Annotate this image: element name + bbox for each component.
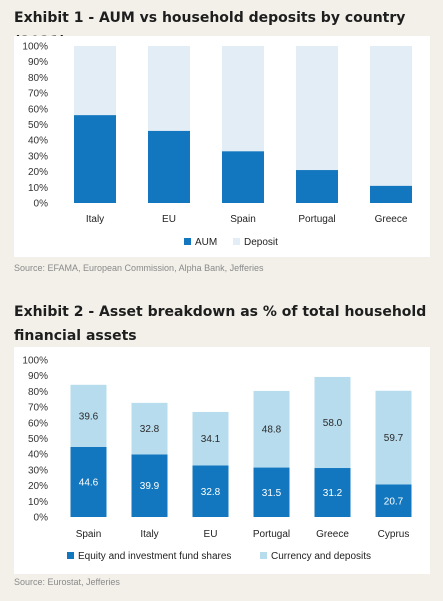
exhibit-2-y-tick-label: 10% xyxy=(28,497,48,508)
exhibit-1-category-label: Spain xyxy=(230,214,256,225)
exhibit-1-y-tick-label: 60% xyxy=(28,104,48,115)
exhibit-1-y-tick-label: 80% xyxy=(28,73,48,84)
exhibit-2-bar-upper xyxy=(375,390,412,485)
exhibit-1-category-label: EU xyxy=(162,214,176,225)
exhibit-2-y-tick-label: 40% xyxy=(28,450,48,461)
exhibit-2-y-tick-label: 80% xyxy=(28,387,48,398)
exhibit-2-y-tick-label: 0% xyxy=(34,513,49,524)
exhibit-1-bar-upper xyxy=(222,46,264,152)
exhibit-2-chart: 0% 10% 20% 30% 40% 50% 60% 70% 80% 90% 100% 44.6 39.… xyxy=(22,356,412,562)
exhibit-1-legend-label: Deposit xyxy=(244,237,278,248)
exhibit-1-y-tick-label: 30% xyxy=(28,151,48,162)
exhibit-1-bar-upper xyxy=(74,46,116,116)
exhibit-2-y-tick-label: 30% xyxy=(28,465,48,476)
exhibit-2-data-label: 20.7 xyxy=(384,496,404,507)
exhibit-2-source: Source: Eurostat, Jefferies xyxy=(14,577,120,587)
exhibit-2-y-tick-label: 20% xyxy=(28,481,48,492)
exhibit-2-y-tick-label: 70% xyxy=(28,403,48,414)
exhibit-2-data-label: 34.1 xyxy=(201,434,221,445)
exhibit-1-source: Source: EFAMA, European Commission, Alph… xyxy=(14,263,264,273)
exhibit-1-bar-lower xyxy=(148,130,190,203)
exhibit-2-data-label: 32.8 xyxy=(140,424,160,435)
exhibit-1-bar-lower xyxy=(296,170,338,203)
exhibit-2-data-label: 58.0 xyxy=(323,418,343,429)
exhibit-2-bar-upper xyxy=(131,402,168,455)
exhibit-2-bar-lower xyxy=(131,454,168,517)
exhibit-2-bar-lower xyxy=(192,465,229,517)
exhibit-2-chart-panel: 0% 10% 20% 30% 40% 50% 60% 70% 80% 90% 100% 44.6 39.… xyxy=(14,347,430,574)
exhibit-2-title: Exhibit 2 - Asset breakdown as % of tota… xyxy=(14,304,427,344)
exhibit-2-category-label: Spain xyxy=(76,529,102,540)
exhibit-1-chart: 0% 10% 20% 30% 40% 50% 60% 70% 80% 90% 100% Italy EU… xyxy=(22,42,412,248)
exhibit-1-category-label: Greece xyxy=(375,214,408,225)
exhibit-1-y-tick-label: 70% xyxy=(28,89,48,100)
exhibit-1-bar-lower xyxy=(222,151,264,203)
exhibit-2-y-tick-label: 90% xyxy=(28,371,48,382)
exhibit-1-y-tick-label: 90% xyxy=(28,57,48,68)
exhibit-2-y-tick-label: 100% xyxy=(22,356,48,367)
exhibit-1-y-tick-label: 10% xyxy=(28,183,48,194)
exhibit-2-category-label: Greece xyxy=(316,529,349,540)
exhibit-1-y-tick-label: 20% xyxy=(28,167,48,178)
exhibit-1-category-label: Portugal xyxy=(298,214,335,225)
exhibit-1-bar-lower xyxy=(370,185,412,203)
exhibit-2-data-label: 48.8 xyxy=(262,425,282,436)
exhibit-2-data-label: 32.8 xyxy=(201,487,221,498)
exhibit-1-legend-label: AUM xyxy=(195,237,217,248)
exhibit-2-bar-upper xyxy=(253,390,290,468)
exhibit-2-category-label: EU xyxy=(204,529,218,540)
exhibit-2-data-label: 31.2 xyxy=(323,488,343,499)
exhibit-2-bar-lower xyxy=(375,484,412,517)
exhibit-1-category-label: Italy xyxy=(86,214,104,225)
exhibit-2-bar-lower xyxy=(253,467,290,517)
exhibit-2-bar-upper xyxy=(314,376,351,469)
exhibit-2-bar-upper xyxy=(192,411,229,466)
exhibit-2-bar-upper xyxy=(70,384,107,447)
exhibit-1-y-tick-label: 100% xyxy=(22,42,48,53)
exhibit-2-data-label: 39.9 xyxy=(140,481,160,492)
exhibit-1-y-tick-label: 50% xyxy=(28,120,48,131)
exhibit-2-data-label: 59.7 xyxy=(384,433,404,444)
exhibit-1-bar-lower xyxy=(74,115,116,203)
exhibit-2-y-tick-label: 50% xyxy=(28,434,48,445)
exhibit-1-y-tick-label: 0% xyxy=(34,199,49,210)
exhibit-2-category-label: Italy xyxy=(140,529,158,540)
exhibit-1-legend-swatch xyxy=(233,238,240,245)
exhibit-2-legend-label: Currency and deposits xyxy=(271,551,371,562)
exhibit-1-legend-swatch xyxy=(184,238,191,245)
exhibit-2-bar-lower xyxy=(314,468,351,517)
exhibit-2-category-label: Cyprus xyxy=(378,529,410,540)
exhibit-1-bar-upper xyxy=(296,46,338,171)
exhibit-1-bar-upper xyxy=(370,46,412,186)
exhibit-2-bar-lower xyxy=(70,446,107,517)
exhibit-1-chart-panel: 0% 10% 20% 30% 40% 50% 60% 70% 80% 90% 100% Italy EU… xyxy=(14,36,430,257)
exhibit-2-category-label: Portugal xyxy=(253,529,290,540)
exhibit-2-legend-swatch xyxy=(260,552,267,559)
exhibit-2-legend-swatch xyxy=(67,552,74,559)
exhibit-2-data-label: 31.5 xyxy=(262,488,282,499)
exhibit-1-bar-upper xyxy=(148,46,190,131)
exhibit-2-data-label: 39.6 xyxy=(79,411,99,422)
exhibit-1-y-tick-label: 40% xyxy=(28,136,48,147)
exhibit-2-legend-label: Equity and investment fund shares xyxy=(78,551,231,562)
exhibit-2-data-label: 44.6 xyxy=(79,477,99,488)
exhibit-2-y-tick-label: 60% xyxy=(28,418,48,429)
